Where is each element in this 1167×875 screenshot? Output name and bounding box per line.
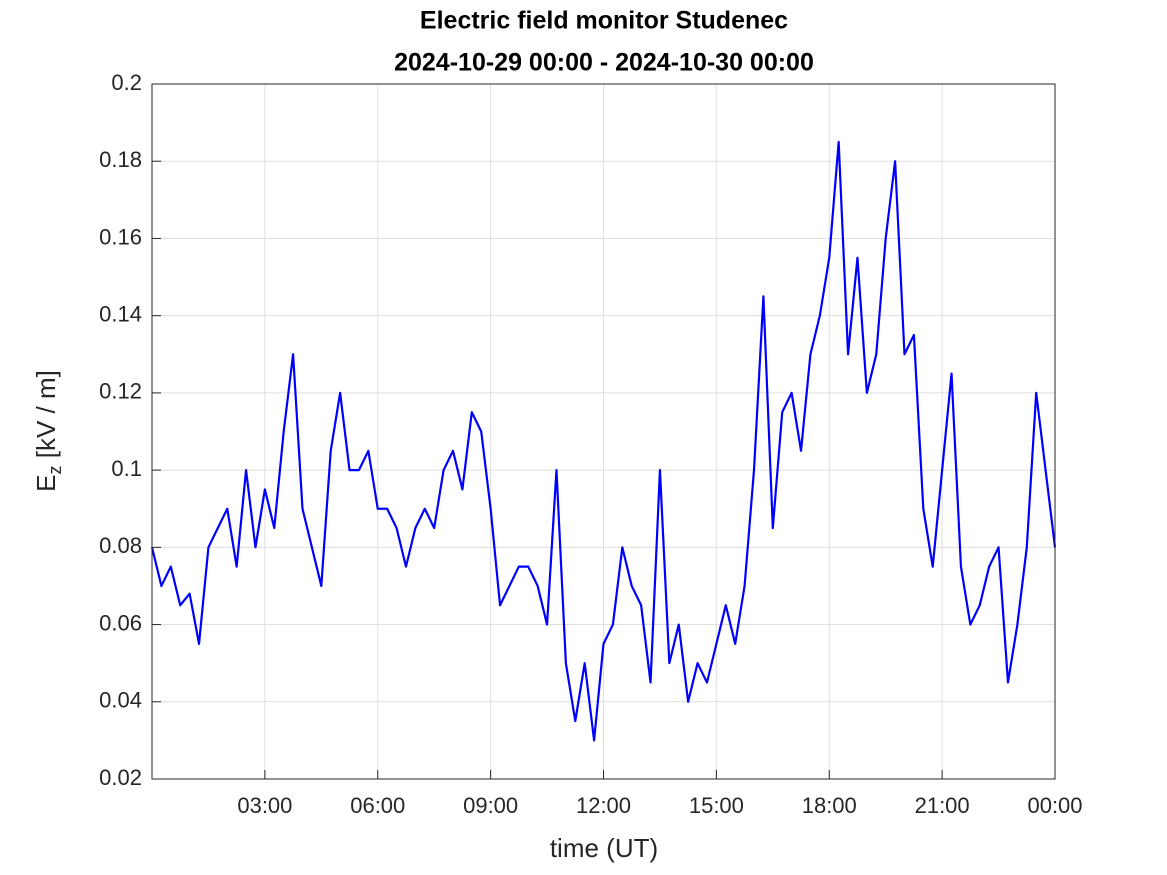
y-tick-label: 0.18 xyxy=(99,147,142,172)
axes-box xyxy=(151,83,1056,780)
x-tick-label: 03:00 xyxy=(237,793,292,818)
y-tick-label: 0.2 xyxy=(111,70,142,95)
x-tick-label: 00:00 xyxy=(1027,793,1082,818)
y-tick-label: 0.06 xyxy=(99,610,142,635)
y-tick-label: 0.12 xyxy=(99,379,142,404)
y-tick-label: 0.02 xyxy=(99,765,142,790)
x-tick-label: 12:00 xyxy=(576,793,631,818)
y-axis-label: Ez [kV / m] xyxy=(31,370,65,492)
x-tick-label: 09:00 xyxy=(463,793,518,818)
x-axis-label: time (UT) xyxy=(550,833,658,863)
x-tick-label: 18:00 xyxy=(802,793,857,818)
x-tick-label: 21:00 xyxy=(915,793,970,818)
y-tick-label: 0.16 xyxy=(99,224,142,249)
y-tick-label: 0.1 xyxy=(111,456,142,481)
chart-title: Electric field monitor Studenec xyxy=(420,7,788,35)
y-tick-label: 0.08 xyxy=(99,533,142,558)
y-label-rest: [kV / m] xyxy=(31,370,61,465)
y-tick-label: 0.14 xyxy=(99,301,142,326)
x-tick-label: 06:00 xyxy=(350,793,405,818)
data-line xyxy=(150,140,1057,742)
chart-subtitle: 2024-10-29 00:00 - 2024-10-30 00:00 xyxy=(394,49,814,77)
x-tick-label: 15:00 xyxy=(689,793,744,818)
y-tick-label: 0.04 xyxy=(99,688,142,713)
y-label-base: E xyxy=(31,475,61,492)
y-label-sub: z xyxy=(45,466,65,475)
